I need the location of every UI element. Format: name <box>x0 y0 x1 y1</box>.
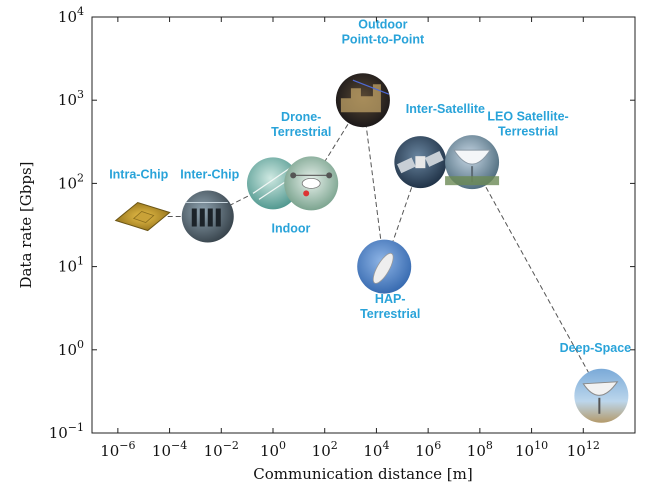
chip-icon <box>114 201 171 232</box>
axis-ticks <box>92 16 635 434</box>
y-axis-title: Data rate [Gbps] <box>17 161 35 288</box>
y-tick-label-0: 10−1 <box>49 421 84 442</box>
application-label-8: Deep-Space <box>560 341 632 355</box>
plot-frame <box>91 16 636 434</box>
x-axis-title: Communication distance [m] <box>253 465 472 483</box>
y-tick-label-4: 103 <box>58 88 84 109</box>
x-tick-label-1: 10−4 <box>152 439 187 460</box>
satellite-icon <box>394 136 447 189</box>
dish-antenna-icon <box>445 135 500 190</box>
drone-icon <box>284 156 339 211</box>
x-tick-label-4: 102 <box>312 439 338 460</box>
application-label-7: LEO Satellite-Terrestrial <box>487 110 568 139</box>
circuit-board-icon <box>181 190 234 243</box>
tick-labels: 10−6 10−4 10−2 100 102 104 106 108 1010 1012 10−1 1… <box>49 5 600 460</box>
x-tick-label-8: 1010 <box>515 439 548 460</box>
application-labels: Intra-Chip Inter-Chip Indoor Drone-Terrestr… <box>109 18 631 355</box>
application-label-0: Intra-Chip <box>109 168 168 182</box>
application-label-4: Outdoor Point-to-Point <box>342 18 425 47</box>
application-label-1: Inter-Chip <box>180 168 239 182</box>
x-tick-label-9: 1012 <box>567 439 600 460</box>
x-tick-label-3: 100 <box>260 439 286 460</box>
y-tick-label-2: 101 <box>58 255 84 276</box>
deep-space-dish-icon <box>574 368 629 423</box>
airship-icon <box>357 239 412 294</box>
x-tick-label-5: 104 <box>363 439 389 460</box>
y-tick-label-1: 100 <box>58 338 84 359</box>
application-icons <box>114 73 629 423</box>
indoor-room-icon <box>247 157 299 210</box>
application-label-5: HAP-Terrestrial <box>360 292 420 321</box>
x-tick-label-2: 10−2 <box>204 439 239 460</box>
y-tick-label-3: 102 <box>58 171 84 192</box>
x-tick-label-7: 108 <box>467 439 493 460</box>
application-label-6: Inter-Satellite <box>406 102 485 116</box>
x-tick-label-0: 10−6 <box>100 439 135 460</box>
application-label-2: Indoor <box>272 221 311 235</box>
x-tick-label-6: 106 <box>415 439 441 460</box>
city-night-icon <box>335 73 390 128</box>
application-label-3: Drone-Terrestrial <box>271 110 331 139</box>
y-tick-label-5: 104 <box>58 5 84 26</box>
